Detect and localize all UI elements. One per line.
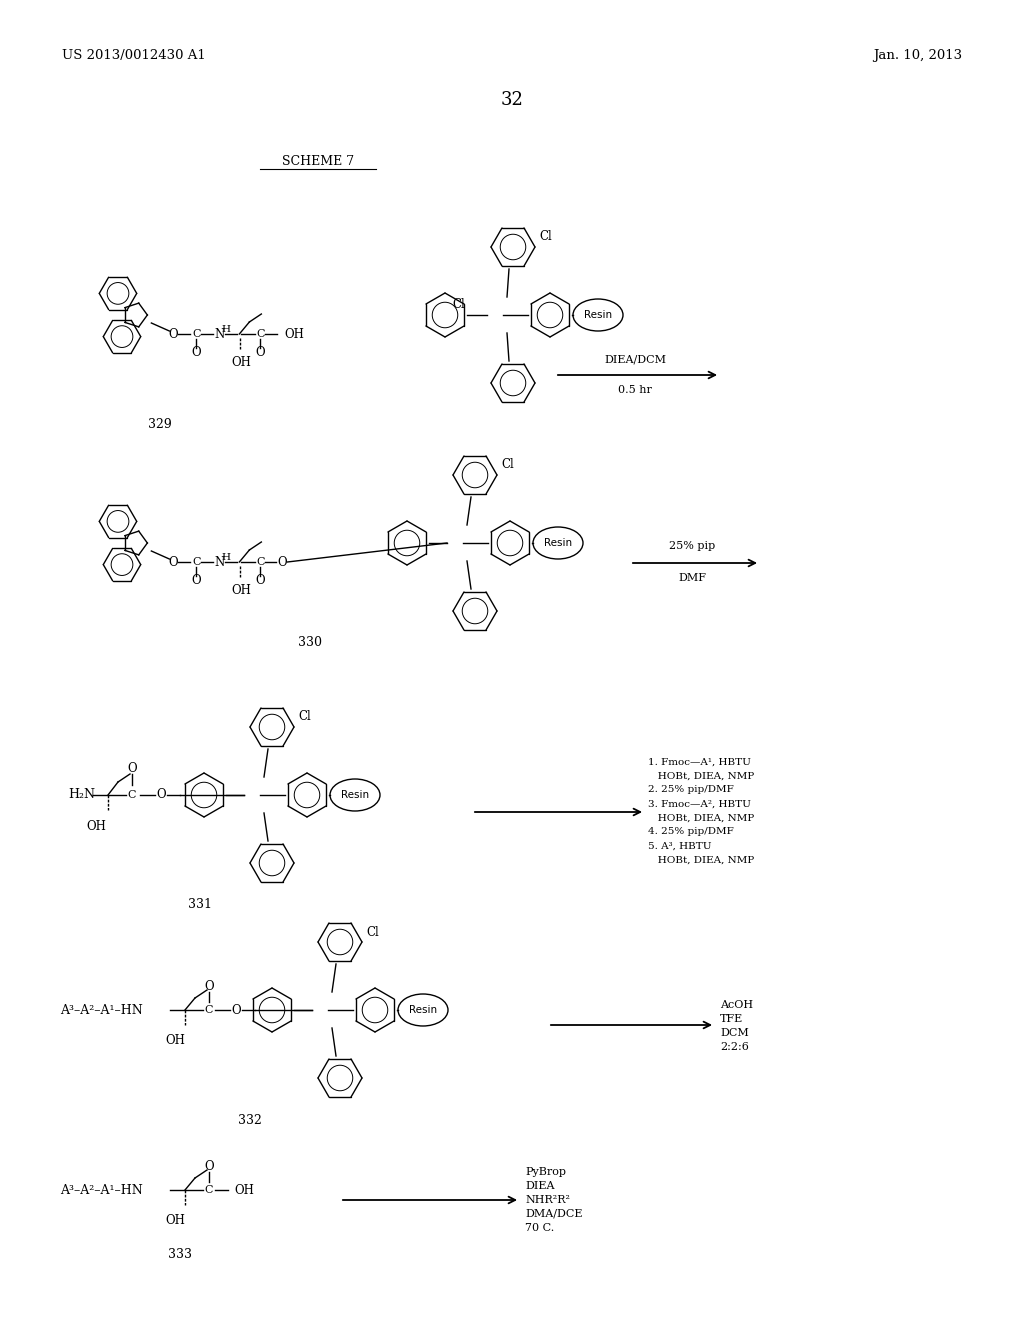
Text: O: O (157, 788, 166, 801)
Text: O: O (191, 346, 201, 359)
Text: 329: 329 (148, 418, 172, 432)
Text: OH: OH (231, 356, 251, 370)
Text: 5. A³, HBTU: 5. A³, HBTU (648, 842, 712, 850)
Text: Resin: Resin (584, 310, 612, 319)
Text: C: C (256, 557, 264, 568)
Text: Resin: Resin (341, 789, 369, 800)
Text: SCHEME 7: SCHEME 7 (282, 154, 354, 168)
Text: 330: 330 (298, 636, 322, 649)
Text: DIEA: DIEA (525, 1181, 555, 1191)
Text: 32: 32 (501, 91, 523, 110)
Text: O: O (256, 574, 265, 587)
Text: US 2013/0012430 A1: US 2013/0012430 A1 (62, 49, 206, 62)
Text: C: C (193, 557, 201, 568)
Text: N: N (214, 556, 224, 569)
Text: OH: OH (86, 820, 105, 833)
Text: 4. 25% pip/DMF: 4. 25% pip/DMF (648, 828, 734, 837)
Text: O: O (256, 346, 265, 359)
Text: Resin: Resin (409, 1005, 437, 1015)
Text: HOBt, DIEA, NMP: HOBt, DIEA, NMP (648, 771, 755, 780)
Text: DCM: DCM (720, 1028, 749, 1038)
Text: DMA/DCE: DMA/DCE (525, 1209, 583, 1218)
Text: HOBt, DIEA, NMP: HOBt, DIEA, NMP (648, 855, 755, 865)
Text: O: O (204, 1160, 214, 1173)
Text: O: O (127, 763, 137, 776)
Text: OH: OH (234, 1184, 254, 1196)
Text: Cl: Cl (366, 925, 379, 939)
Text: C: C (205, 1005, 213, 1015)
Text: C: C (256, 329, 264, 339)
Text: 70 C.: 70 C. (525, 1224, 554, 1233)
Text: A³–A²–A¹–HN: A³–A²–A¹–HN (60, 1003, 142, 1016)
Text: 2:2:6: 2:2:6 (720, 1041, 749, 1052)
Text: 333: 333 (168, 1249, 193, 1262)
Text: A³–A²–A¹–HN: A³–A²–A¹–HN (60, 1184, 142, 1196)
Text: 331: 331 (188, 899, 212, 912)
Text: H: H (222, 325, 230, 334)
Text: PyBrop: PyBrop (525, 1167, 566, 1177)
Text: O: O (278, 556, 287, 569)
Text: 25% pip: 25% pip (669, 541, 715, 550)
Text: 3. Fmoc—A², HBTU: 3. Fmoc—A², HBTU (648, 800, 751, 808)
Text: Jan. 10, 2013: Jan. 10, 2013 (872, 49, 962, 62)
Text: 332: 332 (238, 1114, 262, 1126)
Text: OH: OH (165, 1034, 185, 1047)
Text: 2. 25% pip/DMF: 2. 25% pip/DMF (648, 785, 734, 795)
Text: O: O (191, 574, 201, 587)
Text: Cl: Cl (539, 231, 552, 243)
Text: DIEA/DCM: DIEA/DCM (604, 355, 666, 366)
Text: OH: OH (285, 327, 304, 341)
Text: O: O (169, 327, 178, 341)
Text: OH: OH (231, 583, 251, 597)
Text: 1. Fmoc—A¹, HBTU: 1. Fmoc—A¹, HBTU (648, 758, 751, 767)
Text: NHR²R²: NHR²R² (525, 1195, 570, 1205)
Text: C: C (128, 789, 136, 800)
Text: OH: OH (165, 1214, 185, 1228)
Text: Cl: Cl (453, 298, 465, 312)
Text: TFE: TFE (720, 1014, 743, 1024)
Text: C: C (193, 329, 201, 339)
Text: HOBt, DIEA, NMP: HOBt, DIEA, NMP (648, 813, 755, 822)
Text: Cl: Cl (501, 458, 514, 471)
Text: H: H (222, 553, 230, 561)
Text: Resin: Resin (544, 539, 572, 548)
Text: DMF: DMF (678, 573, 706, 583)
Text: C: C (205, 1185, 213, 1195)
Text: O: O (169, 556, 178, 569)
Text: Cl: Cl (298, 710, 310, 723)
Text: AcOH: AcOH (720, 1001, 753, 1010)
Text: H₂N: H₂N (68, 788, 95, 801)
Text: O: O (231, 1003, 241, 1016)
Text: 0.5 hr: 0.5 hr (618, 385, 652, 395)
Text: N: N (214, 327, 224, 341)
Text: O: O (204, 981, 214, 994)
